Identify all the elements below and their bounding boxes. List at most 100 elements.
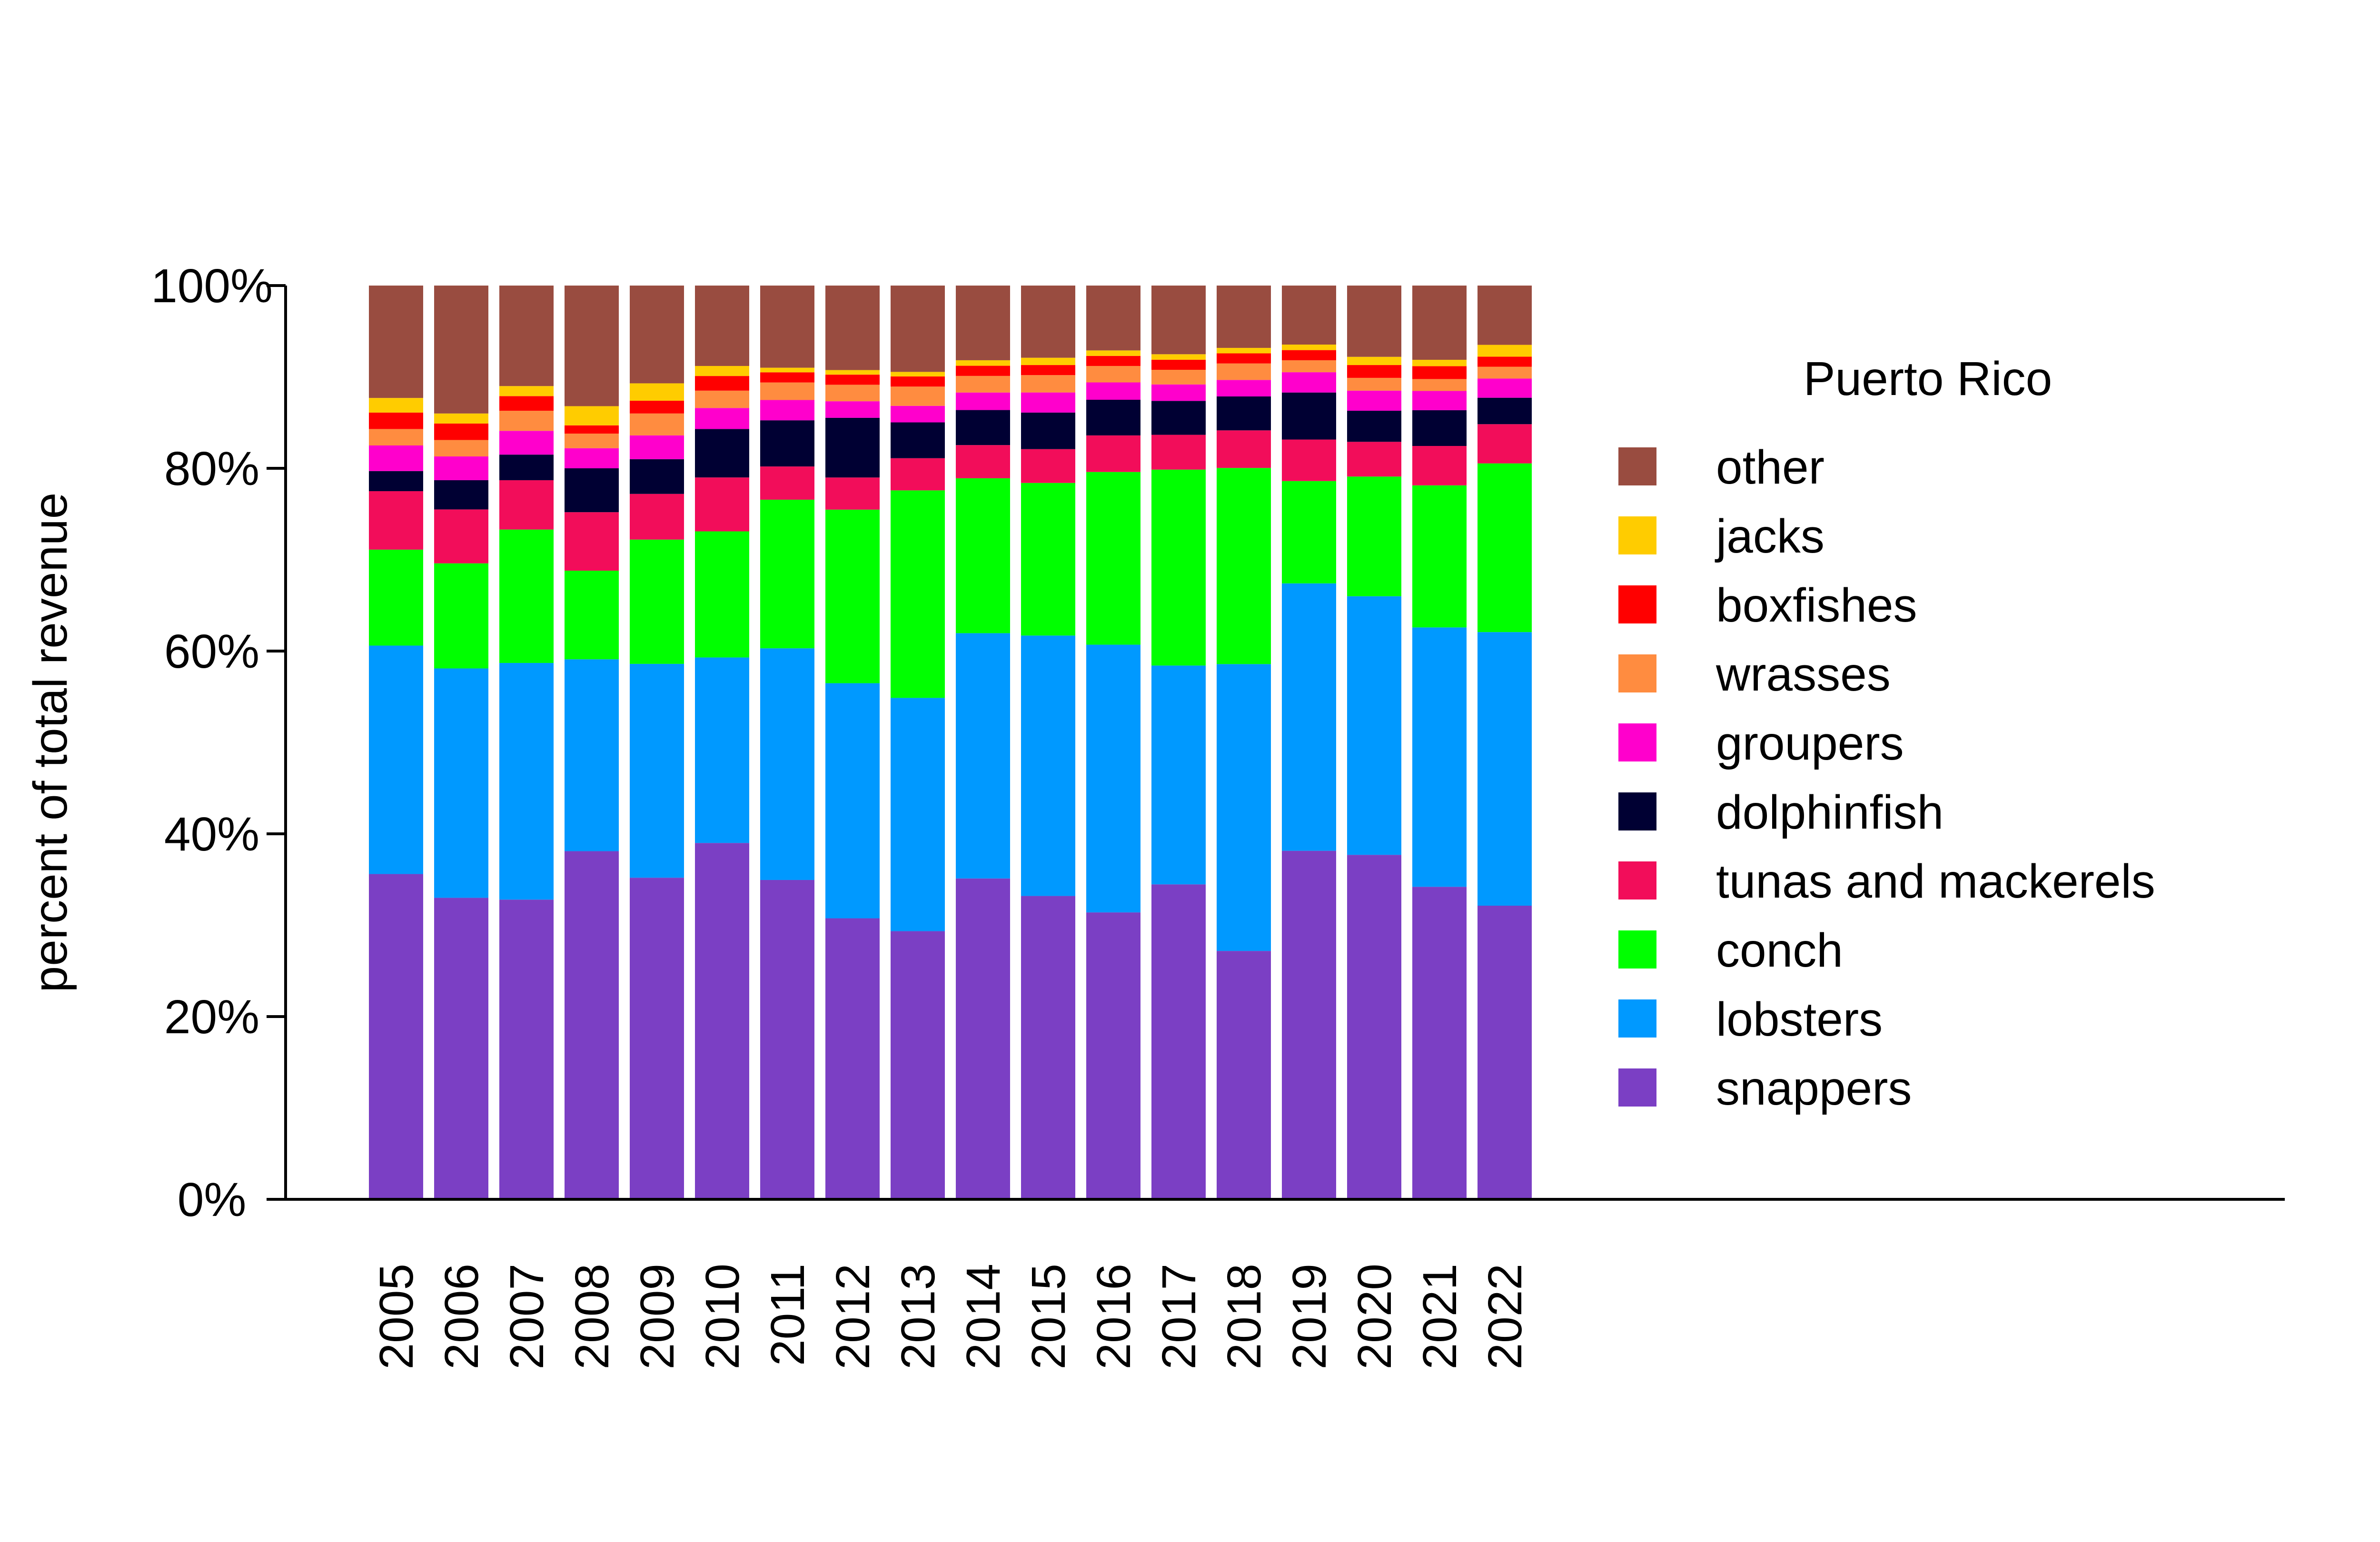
bar-segment-groupers-2018 bbox=[1217, 380, 1271, 397]
x-tick-label: 2006 bbox=[435, 1264, 488, 1369]
legend-swatch-snappers bbox=[1618, 1068, 1656, 1107]
bar-segment-conch-2017 bbox=[1151, 469, 1206, 666]
bar-segment-tunas-and-mackerels-2019 bbox=[1282, 439, 1336, 481]
bar-segment-jacks-2022 bbox=[1478, 345, 1532, 357]
legend-label-groupers: groupers bbox=[1716, 717, 1904, 770]
bar-segment-boxfishes-2016 bbox=[1086, 356, 1140, 366]
bar-segment-other-2009 bbox=[630, 286, 684, 384]
legend-label-tunas-and-mackerels: tunas and mackerels bbox=[1716, 855, 2155, 908]
bar-segment-wrasses-2010 bbox=[695, 390, 749, 408]
bar-segment-groupers-2017 bbox=[1151, 384, 1206, 401]
bar-segment-boxfishes-2009 bbox=[630, 400, 684, 414]
bar-segment-snappers-2009 bbox=[630, 878, 684, 1199]
bar-segment-dolphinfish-2014 bbox=[956, 410, 1010, 445]
bar-segment-wrasses-2009 bbox=[630, 413, 684, 435]
y-tick-label: 100% bbox=[151, 259, 273, 313]
bar-segment-lobsters-2008 bbox=[565, 659, 619, 851]
bar-segment-groupers-2006 bbox=[434, 456, 488, 480]
y-tick-label: 60% bbox=[164, 625, 259, 678]
bar-segment-other-2006 bbox=[434, 286, 488, 414]
bar-segment-snappers-2014 bbox=[956, 878, 1010, 1199]
bar-segment-lobsters-2014 bbox=[956, 633, 1010, 879]
bar-segment-other-2015 bbox=[1021, 286, 1075, 358]
bar-segment-dolphinfish-2011 bbox=[760, 420, 814, 467]
bar-segment-other-2007 bbox=[499, 286, 554, 386]
bar-segment-boxfishes-2012 bbox=[825, 375, 880, 385]
bar-segment-wrasses-2005 bbox=[369, 429, 423, 445]
bar-segment-groupers-2020 bbox=[1347, 390, 1401, 411]
bar-segment-wrasses-2008 bbox=[565, 434, 619, 448]
x-tick-label: 2008 bbox=[565, 1264, 619, 1369]
bar-segment-snappers-2010 bbox=[695, 843, 749, 1199]
x-tick-label: 2017 bbox=[1152, 1264, 1206, 1369]
bar-segment-dolphinfish-2012 bbox=[825, 417, 880, 478]
bar-segment-tunas-and-mackerels-2016 bbox=[1086, 435, 1140, 472]
legend-title: Puerto Rico bbox=[1804, 352, 2052, 405]
bar-segment-jacks-2013 bbox=[891, 372, 945, 377]
legend-label-other: other bbox=[1716, 441, 1825, 494]
bar-segment-snappers-2017 bbox=[1151, 884, 1206, 1199]
x-tick-label: 2013 bbox=[892, 1264, 945, 1369]
bar-segment-wrasses-2007 bbox=[499, 411, 554, 431]
bar-segment-dolphinfish-2022 bbox=[1478, 397, 1532, 425]
bar-segment-groupers-2021 bbox=[1412, 391, 1467, 410]
bar-segment-conch-2019 bbox=[1282, 481, 1336, 583]
bar-segment-conch-2013 bbox=[891, 490, 945, 698]
bar-segment-conch-2018 bbox=[1217, 468, 1271, 664]
bar-segment-lobsters-2016 bbox=[1086, 644, 1140, 913]
legend-label-conch: conch bbox=[1716, 924, 1843, 977]
bar-segment-lobsters-2015 bbox=[1021, 635, 1075, 896]
bar-segment-groupers-2013 bbox=[891, 405, 945, 423]
bar-segment-tunas-and-mackerels-2011 bbox=[760, 466, 814, 500]
bar-segment-lobsters-2021 bbox=[1412, 627, 1467, 887]
bar-segment-jacks-2014 bbox=[956, 360, 1010, 366]
legend-swatch-dolphinfish bbox=[1618, 792, 1656, 830]
bar-segment-tunas-and-mackerels-2013 bbox=[891, 458, 945, 491]
bar-segment-wrasses-2014 bbox=[956, 376, 1010, 393]
bar-segment-dolphinfish-2018 bbox=[1217, 396, 1271, 431]
bar-segment-jacks-2007 bbox=[499, 386, 554, 396]
bar-segment-lobsters-2007 bbox=[499, 662, 554, 900]
bar-segment-jacks-2015 bbox=[1021, 357, 1075, 366]
x-tick-label: 2011 bbox=[761, 1264, 814, 1366]
y-tick-label: 80% bbox=[164, 442, 259, 495]
bar-segment-groupers-2010 bbox=[695, 408, 749, 429]
bar-segment-boxfishes-2015 bbox=[1021, 365, 1075, 376]
bar-segment-lobsters-2010 bbox=[695, 657, 749, 843]
bar-segment-boxfishes-2011 bbox=[760, 372, 814, 383]
x-tick-label: 2015 bbox=[1022, 1264, 1075, 1369]
axes-group bbox=[284, 286, 2285, 1201]
bar-segment-boxfishes-2007 bbox=[499, 396, 554, 411]
bar-segment-wrasses-2006 bbox=[434, 440, 488, 457]
bar-segment-tunas-and-mackerels-2018 bbox=[1217, 430, 1271, 468]
bar-segment-boxfishes-2010 bbox=[695, 376, 749, 391]
x-tick-label: 2010 bbox=[696, 1264, 749, 1369]
bar-segment-jacks-2019 bbox=[1282, 344, 1336, 350]
bar-segment-other-2010 bbox=[695, 286, 749, 366]
bar-segment-snappers-2008 bbox=[565, 851, 619, 1199]
bar-segment-wrasses-2018 bbox=[1217, 363, 1271, 380]
bar-segment-jacks-2008 bbox=[565, 406, 619, 425]
bar-segment-conch-2005 bbox=[369, 549, 423, 646]
bar-segment-jacks-2005 bbox=[369, 398, 423, 413]
bar-segment-tunas-and-mackerels-2005 bbox=[369, 491, 423, 550]
bar-segment-dolphinfish-2013 bbox=[891, 422, 945, 458]
bar-segment-lobsters-2018 bbox=[1217, 664, 1271, 951]
bar-segment-lobsters-2017 bbox=[1151, 665, 1206, 885]
bar-segment-dolphinfish-2021 bbox=[1412, 410, 1467, 446]
bar-segment-wrasses-2022 bbox=[1478, 366, 1532, 379]
bar-segment-jacks-2018 bbox=[1217, 347, 1271, 354]
bar-segment-wrasses-2017 bbox=[1151, 369, 1206, 385]
bar-segment-wrasses-2016 bbox=[1086, 366, 1140, 383]
x-tick-label: 2014 bbox=[957, 1264, 1010, 1369]
y-axis-title: percent of total revenue bbox=[24, 493, 77, 993]
legend-swatch-tunas-and-mackerels bbox=[1618, 861, 1656, 900]
bar-segment-groupers-2022 bbox=[1478, 378, 1532, 398]
legend-label-dolphinfish: dolphinfish bbox=[1716, 786, 1944, 839]
bar-segment-other-2008 bbox=[565, 286, 619, 406]
bar-segment-jacks-2012 bbox=[825, 370, 880, 375]
bar-segment-tunas-and-mackerels-2010 bbox=[695, 477, 749, 532]
bar-segment-jacks-2010 bbox=[695, 366, 749, 376]
bar-segment-boxfishes-2014 bbox=[956, 366, 1010, 376]
bar-segment-dolphinfish-2020 bbox=[1347, 411, 1401, 442]
